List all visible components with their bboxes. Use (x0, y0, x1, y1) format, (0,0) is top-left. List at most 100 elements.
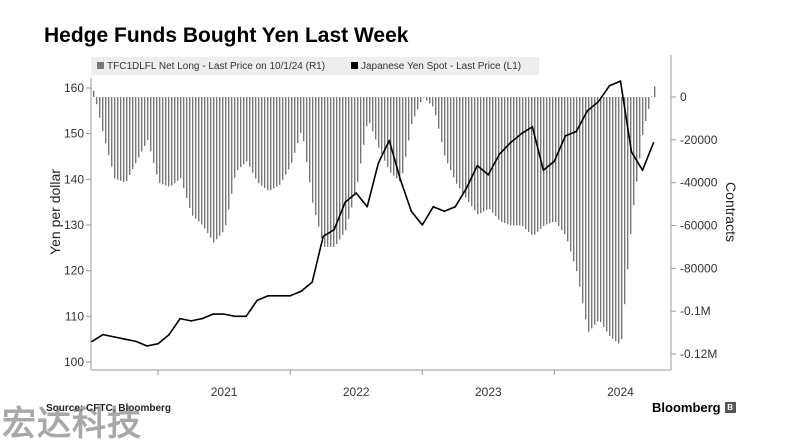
bloomberg-mark-icon: B (724, 402, 736, 413)
net-long-bar (543, 97, 545, 226)
net-long-bar (231, 97, 233, 194)
yen-spot-point (454, 205, 457, 208)
net-long-bar (648, 97, 650, 109)
net-long-bar (453, 97, 455, 178)
net-long-bar (621, 97, 623, 340)
net-long-bar (636, 97, 638, 182)
net-long-bar (306, 97, 308, 162)
yen-spot-point (377, 162, 380, 165)
net-long-bar (312, 97, 314, 203)
net-long-bar (438, 97, 440, 129)
yen-spot-point (520, 132, 523, 135)
net-long-bar (492, 97, 494, 213)
net-long-bar (459, 97, 461, 189)
net-long-bar (213, 97, 215, 243)
yen-spot-point (421, 224, 424, 226)
right-tick-label: 0 (680, 90, 687, 104)
left-tick-label: 150 (64, 127, 84, 141)
net-long-bar (609, 97, 611, 337)
net-long-bar (582, 97, 584, 303)
net-long-bar (195, 97, 197, 219)
net-long-bar (300, 97, 302, 134)
net-long-bar (579, 97, 581, 287)
yen-spot-point (652, 142, 655, 144)
net-long-bar (654, 86, 656, 97)
net-long-bar (450, 97, 452, 171)
yen-spot-point (465, 187, 468, 190)
chart-title: Hedge Funds Bought Yen Last Week (44, 24, 409, 47)
net-long-bar (120, 97, 122, 181)
brand-name: Bloomberg (652, 400, 721, 415)
net-long-bar (342, 97, 344, 235)
net-long-bar (138, 97, 140, 158)
net-long-bar (426, 97, 428, 101)
net-long-bar (336, 97, 338, 245)
yen-spot-point (344, 201, 347, 203)
net-long-bar (225, 97, 227, 226)
net-long-bar (393, 97, 395, 176)
net-long-bar (117, 97, 119, 180)
net-long-bar (651, 96, 653, 97)
net-long-bar (291, 97, 293, 163)
net-long-bar (279, 97, 281, 185)
net-long-bar (249, 97, 251, 167)
net-long-bar (615, 97, 617, 342)
net-long-bar (594, 97, 596, 325)
net-long-bar (240, 97, 242, 168)
net-long-bar (159, 97, 161, 184)
net-long-bar (477, 97, 479, 215)
net-long-bar (474, 97, 476, 211)
yen-spot-point (333, 228, 336, 231)
right-tick-label: -20000 (680, 133, 718, 147)
yen-spot-point (597, 100, 600, 103)
net-long-bar (177, 97, 179, 181)
right-tick-label: -40000 (680, 176, 718, 190)
net-long-bar (606, 97, 608, 332)
net-long-bar (192, 97, 194, 216)
legend-bars-label: TFC1DLFL Net Long - Last Price on 10/1/2… (107, 61, 325, 72)
net-long-bar (132, 97, 134, 170)
net-long-bar (243, 97, 245, 165)
net-long-bar (642, 97, 644, 136)
net-long-bar (183, 97, 185, 189)
net-long-bar (591, 97, 593, 329)
net-long-bar (390, 97, 392, 173)
net-long-bar (180, 97, 182, 179)
net-long-bar (147, 97, 149, 140)
net-long-bar (462, 97, 464, 194)
yen-spot-point (256, 299, 258, 302)
net-long-bar (351, 97, 353, 208)
yen-spot-point (432, 205, 435, 208)
net-long-bar (186, 97, 188, 198)
net-long-bar (339, 97, 341, 240)
yen-spot-point (300, 290, 303, 293)
net-long-bar (600, 97, 602, 323)
net-long-bar (108, 97, 110, 155)
net-long-bar (96, 97, 98, 105)
net-long-bar (123, 97, 125, 182)
yen-spot-point (531, 126, 534, 128)
net-long-bar (282, 97, 284, 180)
legend-line-label: Japanese Yen Spot - Last Price (L1) (361, 61, 521, 72)
net-long-bar (618, 97, 620, 344)
yen-spot-point (487, 174, 490, 176)
net-long-bar (522, 97, 524, 227)
net-long-bar (405, 97, 407, 157)
net-long-bars (93, 86, 656, 344)
net-long-bar (210, 97, 212, 238)
net-long-bar (480, 97, 482, 214)
net-long-bar (135, 97, 137, 164)
net-long-bar (384, 97, 386, 161)
net-long-bar (126, 97, 128, 181)
x-axis-ticks: 2021 2022 2023 2024 (157, 370, 634, 399)
net-long-bar (567, 97, 569, 242)
net-long-bar (348, 97, 350, 219)
net-long-bar (258, 97, 260, 184)
net-long-bar (93, 90, 95, 97)
right-tick-label: -0.12M (680, 347, 717, 361)
net-long-bar (507, 97, 509, 225)
net-long-bar (372, 97, 374, 132)
net-long-bar (564, 97, 566, 235)
net-long-bar (105, 97, 107, 144)
